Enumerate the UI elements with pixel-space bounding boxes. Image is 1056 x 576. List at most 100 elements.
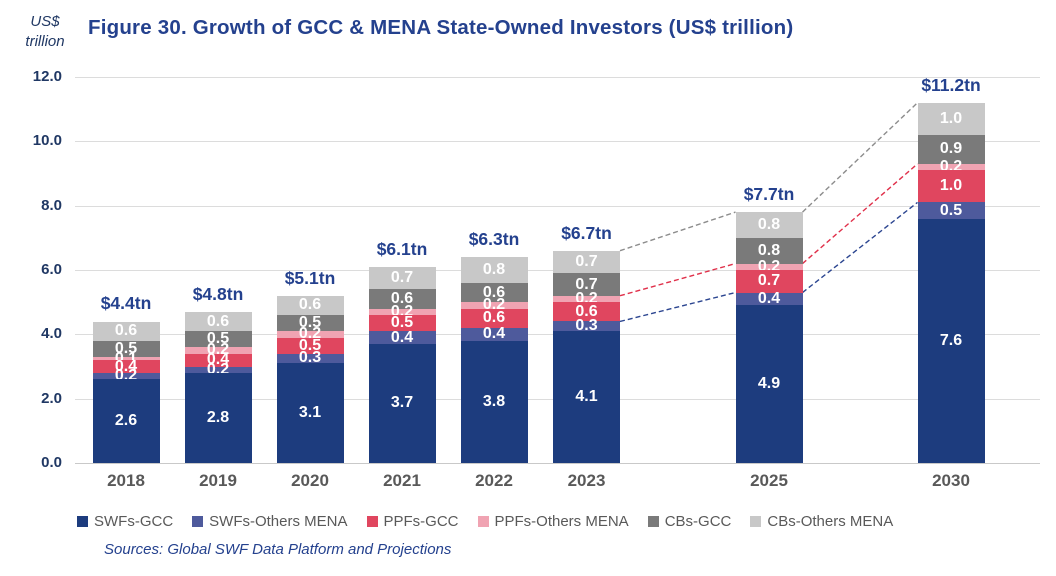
bar-2023: 4.1 0.3 0.6 0.2 0.7 0.7 (553, 250, 620, 463)
bar-segment: 0.5 (276, 314, 344, 332)
bar-total-label: $4.8tn (192, 283, 244, 304)
segment-value-label: 0.6 (298, 296, 322, 314)
bar-segment: 0.6 (276, 295, 344, 316)
legend-label: CBs-Others MENA (767, 513, 894, 530)
legend: SWFs-GCC SWFs-Others MENA PPFs-GCC PPFs-Oth… (77, 513, 893, 530)
bar-segment: 0.6 (368, 289, 436, 309)
bar-segment: 0.6 (460, 282, 528, 303)
bar-segment: 3.1 (276, 363, 344, 463)
segment-value-label: 4.1 (575, 388, 598, 406)
bar-segment: 0.3 (276, 350, 344, 366)
segment-value-label: 0.5 (206, 330, 230, 348)
segment-value-label: 0.7 (757, 272, 781, 290)
legend-item: PPFs-Others MENA (477, 513, 629, 530)
segment-value-label: 0.8 (757, 216, 781, 234)
y-axis-unit-line2: trillion (25, 32, 65, 50)
x-tick-label: 2019 (199, 471, 237, 490)
legend-swatch-icon (477, 516, 489, 527)
bar-segment: 0.5 (184, 330, 252, 348)
x-tick-label: 2022 (475, 471, 513, 490)
y-tick-label: 2.0 (41, 389, 62, 407)
projection-line (619, 163, 918, 297)
gridline (75, 463, 1040, 464)
legend-item: SWFs-Others MENA (192, 513, 348, 530)
bar-segment: 0.4 (735, 289, 803, 307)
bar-segment: 0.7 (553, 273, 620, 296)
segment-value-label: 0.3 (575, 317, 598, 335)
y-tick-label: 4.0 (41, 325, 62, 343)
x-tick-label: 2025 (750, 471, 788, 490)
segment-value-label: 0.4 (482, 325, 506, 343)
bar-segment: 0.6 (92, 321, 160, 341)
x-tick-label: 2030 (932, 471, 970, 490)
segment-value-label: 0.5 (390, 314, 414, 332)
legend-label: PPFs-Others MENA (494, 513, 629, 530)
bar-total-label: $6.3tn (468, 229, 520, 250)
bar-total-label: $7.7tn (743, 184, 795, 205)
bar-segment: 0.3 (553, 317, 620, 335)
projection-line (619, 102, 918, 252)
segment-value-label: 0.5 (298, 314, 322, 332)
segment-value-label: 0.6 (390, 289, 414, 307)
legend-label: PPFs-GCC (383, 513, 459, 530)
bar-segment: 3.8 (460, 340, 528, 463)
bar-segment: 1.0 (917, 170, 985, 203)
bar-2018: 2.6 0.2 0.4 0.1 0.5 0.6 (92, 321, 160, 463)
legend-swatch-icon (647, 516, 659, 527)
x-tick-label: 2023 (567, 471, 606, 490)
bar-2021: 3.7 0.4 0.5 0.2 0.6 0.7 (368, 266, 436, 463)
bar-segment: 0.4 (92, 358, 160, 374)
bar-segment: 4.9 (735, 305, 803, 463)
bar-segment: 2.8 (184, 372, 252, 463)
segment-value-label: 2.8 (206, 408, 230, 426)
legend-item: SWFs-GCC (77, 513, 173, 530)
bar-segment: 4.1 (553, 331, 620, 463)
bar-segment: 0.8 (460, 257, 528, 283)
gridline (75, 141, 1040, 143)
projection-line (619, 201, 918, 323)
projection-lines-svg (619, 102, 918, 323)
bar-total-label: $4.4tn (100, 293, 152, 314)
plot-area: 2.6 0.2 0.4 0.1 0.5 0.6 $4.4tn 2.8 0.2 0.4 0.2 0.5 0… (75, 75, 1040, 464)
bar-segment: 0.4 (460, 325, 528, 343)
legend-swatch-icon (366, 516, 378, 527)
bar-segment: 0.6 (460, 308, 528, 328)
segment-value-label: 0.8 (757, 241, 781, 259)
legend-label: CBs-GCC (664, 513, 732, 530)
bar-segment: 0.4 (184, 352, 252, 368)
segment-value-label: 0.3 (298, 349, 322, 367)
bar-2025: 4.9 0.4 0.7 0.2 0.8 0.8 (735, 212, 803, 463)
y-tick-label: 8.0 (41, 196, 62, 214)
bar-total-label: $6.1tn (376, 238, 428, 259)
bar-segment: 0.5 (368, 314, 436, 332)
segment-value-label: 0.5 (298, 336, 322, 354)
segment-value-label: 3.7 (390, 394, 414, 412)
legend-item: CBs-GCC (647, 513, 732, 530)
x-tick-label: 2021 (383, 471, 421, 490)
bar-segment: 0.4 (368, 329, 436, 345)
segment-value-label: 0.7 (575, 252, 598, 270)
segment-value-label: 0.6 (482, 283, 506, 301)
bar-segment: 0.8 (735, 212, 803, 238)
segment-value-label: 0.9 (939, 140, 963, 158)
legend-item: PPFs-GCC (366, 513, 459, 530)
bar-segment: 0.6 (184, 311, 252, 332)
legend-swatch-icon (750, 516, 762, 527)
bar-segment: 0.5 (276, 336, 344, 354)
legend-item: CBs-Others MENA (750, 513, 893, 530)
bar-segment: 2.6 (92, 379, 160, 463)
legend-label: SWFs-GCC (94, 513, 174, 530)
x-tick-label: 2018 (107, 471, 145, 490)
bar-segment: 0.9 (917, 134, 985, 164)
segment-value-label: 0.7 (390, 269, 414, 287)
x-tick-label: 2020 (291, 471, 329, 490)
legend-swatch-icon (192, 516, 204, 527)
segment-value-label: 1.0 (939, 109, 963, 127)
segment-value-label: 0.4 (757, 289, 781, 307)
gridline (75, 77, 1040, 78)
bar-segment: 7.6 (917, 218, 985, 463)
segment-value-label: 2.6 (114, 412, 138, 430)
legend-label: SWFs-Others MENA (209, 513, 348, 530)
segment-value-label: 3.8 (482, 392, 506, 410)
bar-segment: 0.6 (553, 302, 620, 322)
